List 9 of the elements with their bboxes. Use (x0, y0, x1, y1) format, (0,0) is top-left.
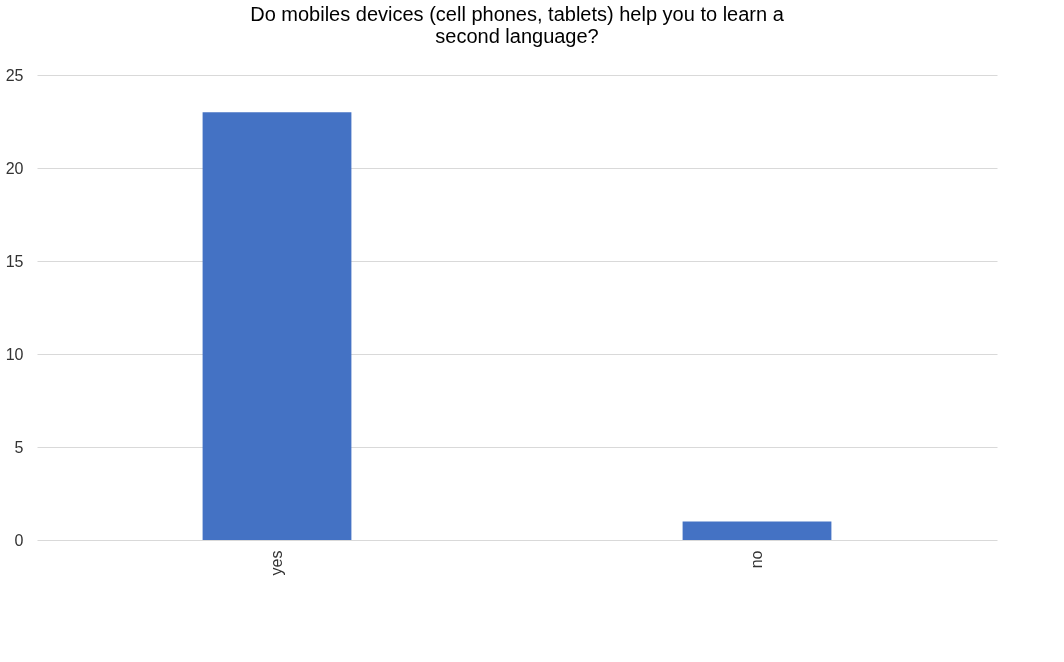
y-tick-label: 25 (5, 66, 24, 84)
x-tick-label: yes (268, 550, 285, 576)
y-tick-label: 15 (5, 252, 24, 270)
chart-title: Do mobiles devices (cell phones, tablets) help you to learn a second language? (250, 3, 785, 47)
y-tick-label: 10 (5, 345, 24, 363)
y-tick-label: 20 (5, 159, 24, 177)
y-tick-label: 5 (14, 438, 24, 456)
y-tick-label: 0 (14, 531, 24, 549)
x-tick-label: no (748, 550, 765, 569)
